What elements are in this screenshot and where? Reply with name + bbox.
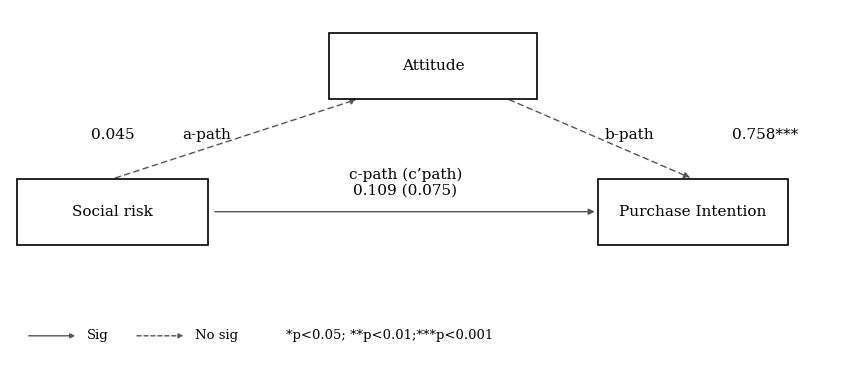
- Text: Purchase Intention: Purchase Intention: [619, 205, 766, 219]
- Text: *p<0.05; **p<0.01;***p<0.001: *p<0.05; **p<0.01;***p<0.001: [286, 329, 493, 342]
- Bar: [598, 179, 788, 245]
- Text: Sig: Sig: [87, 329, 108, 342]
- Text: No sig: No sig: [195, 329, 238, 342]
- Text: a-path: a-path: [182, 128, 230, 142]
- Text: Attitude: Attitude: [402, 59, 464, 73]
- Text: c-path (c’path)
0.109 (0.075): c-path (c’path) 0.109 (0.075): [349, 167, 462, 198]
- Text: 0.045: 0.045: [91, 128, 134, 142]
- Bar: [329, 33, 537, 99]
- Text: b-path: b-path: [604, 128, 654, 142]
- Text: 0.758***: 0.758***: [732, 128, 798, 142]
- Text: Social risk: Social risk: [72, 205, 153, 219]
- Bar: [17, 179, 208, 245]
